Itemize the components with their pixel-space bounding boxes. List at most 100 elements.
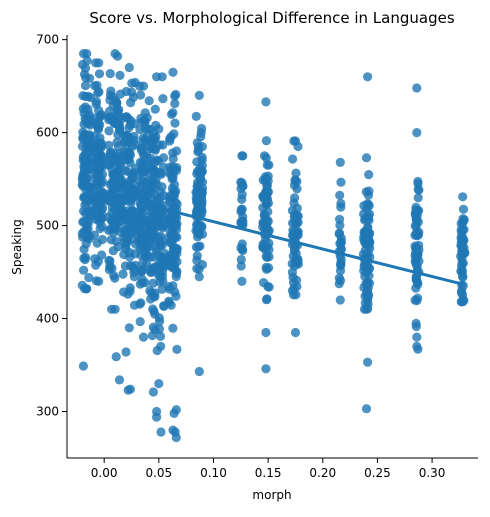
data-point (457, 289, 468, 300)
data-point (120, 195, 130, 205)
data-point (359, 266, 369, 276)
data-point (456, 237, 466, 247)
y-tick-label: 500 (36, 219, 59, 233)
data-point (82, 232, 92, 242)
data-point (79, 206, 89, 216)
data-point (172, 146, 182, 156)
data-point (291, 230, 301, 241)
data-point (80, 164, 90, 174)
data-point (108, 246, 118, 256)
data-point (152, 180, 162, 190)
data-point (410, 210, 420, 220)
data-point (93, 195, 103, 205)
data-point (136, 145, 147, 156)
data-point (137, 265, 147, 275)
y-tick-label: 700 (36, 33, 59, 47)
data-point (150, 104, 160, 114)
data-point (78, 217, 88, 227)
data-point (194, 264, 204, 274)
data-point (136, 250, 146, 260)
data-point (194, 272, 204, 282)
data-point (156, 213, 166, 223)
data-point (264, 263, 274, 273)
data-point (336, 254, 346, 264)
data-point (135, 176, 145, 186)
data-point (169, 408, 179, 418)
data-point (92, 156, 102, 166)
data-point (414, 185, 424, 195)
data-point (334, 229, 344, 239)
data-point (137, 215, 147, 225)
data-point (128, 92, 138, 102)
data-point (194, 366, 204, 377)
data-point (148, 252, 158, 262)
data-point (119, 287, 129, 297)
x-tick-label: 0.15 (255, 466, 282, 480)
data-point (196, 128, 206, 138)
data-point (165, 213, 175, 223)
data-point (136, 90, 146, 100)
data-point (192, 195, 202, 205)
data-point (413, 278, 423, 288)
data-point (290, 193, 300, 203)
data-point (97, 176, 107, 186)
data-point (237, 276, 247, 286)
data-point (105, 256, 115, 266)
data-point (145, 201, 155, 211)
data-point (358, 249, 368, 259)
data-point (81, 239, 91, 249)
data-point (121, 347, 131, 357)
data-point (261, 97, 271, 107)
data-point (135, 279, 145, 289)
regression-line (158, 206, 464, 286)
data-point (236, 204, 246, 215)
data-point (258, 222, 268, 232)
data-point (127, 78, 137, 88)
data-point (363, 295, 373, 306)
data-point (128, 192, 139, 203)
data-point (193, 203, 204, 213)
data-point (259, 209, 270, 219)
data-point (168, 67, 178, 77)
data-point (94, 202, 104, 212)
data-point (197, 152, 207, 162)
data-point (169, 230, 179, 240)
data-point (335, 220, 345, 230)
y-axis-label: Speaking (10, 219, 24, 274)
data-point (261, 136, 271, 146)
data-point (156, 341, 166, 351)
data-point (109, 219, 119, 229)
data-point (146, 137, 156, 148)
data-point (81, 193, 91, 203)
data-point (124, 215, 134, 225)
data-point (82, 117, 92, 127)
data-point (105, 69, 115, 79)
data-point (192, 251, 202, 261)
data-point (259, 240, 269, 250)
data-point (93, 147, 103, 157)
x-tick-label: 0.00 (91, 466, 118, 480)
data-point (194, 90, 204, 100)
data-point (167, 263, 178, 273)
data-point (191, 111, 201, 121)
data-point (364, 186, 374, 196)
data-point (290, 175, 300, 185)
data-point (110, 273, 120, 283)
data-point (334, 279, 344, 289)
data-point (137, 167, 147, 177)
data-point (79, 108, 89, 118)
data-point (155, 316, 165, 326)
data-point (412, 341, 422, 351)
data-point (261, 153, 271, 163)
y-ticks: 300 400 500 600 700 (36, 33, 67, 419)
data-point (148, 165, 158, 175)
data-point (97, 169, 108, 179)
data-point (152, 412, 162, 422)
data-point (361, 404, 372, 414)
data-point (122, 112, 132, 122)
data-point (154, 379, 164, 389)
data-point (171, 272, 181, 282)
data-point (97, 250, 107, 260)
axes (66, 35, 478, 459)
data-point (289, 283, 299, 294)
